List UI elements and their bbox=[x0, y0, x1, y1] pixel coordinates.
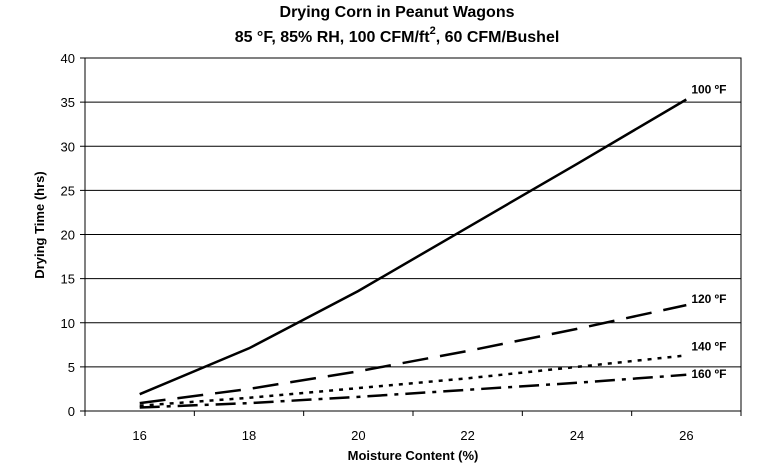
x-tick-label: 16 bbox=[132, 428, 146, 443]
series-label-120: 120 ºF bbox=[691, 292, 726, 306]
y-axis: 0 5 10 15 20 25 30 35 40 bbox=[61, 51, 85, 419]
y-axis-title: Drying Time (hrs) bbox=[32, 171, 47, 278]
y-tick-label: 20 bbox=[61, 228, 75, 243]
series-line-100 bbox=[139, 98, 687, 396]
series-label-160: 160 ºF bbox=[691, 367, 726, 381]
series-labels: 100 ºF 120 ºF 140 ºF 160 ºF bbox=[691, 82, 726, 380]
x-tick-label: 24 bbox=[570, 428, 584, 443]
y-tick-label: 40 bbox=[61, 51, 75, 66]
gridlines bbox=[85, 101, 741, 368]
chart-subtitle-main: 85 °F, 85% RH, 100 CFM/ft bbox=[235, 29, 431, 46]
series-group bbox=[139, 98, 687, 409]
y-tick-label: 10 bbox=[61, 316, 75, 331]
series-line-120 bbox=[139, 303, 687, 405]
chart-subtitle-rest: , 60 CFM/Bushel bbox=[436, 29, 560, 46]
series-label-140: 140 ºF bbox=[691, 339, 726, 353]
y-tick-label: 15 bbox=[61, 272, 75, 287]
x-axis-title: Moisture Content (%) bbox=[348, 448, 479, 463]
chart-title: Drying Corn in Peanut Wagons bbox=[280, 4, 515, 21]
x-tick-label: 20 bbox=[351, 428, 365, 443]
series-label-100: 100 ºF bbox=[691, 82, 726, 96]
x-axis: 16 18 20 22 24 26 bbox=[84, 411, 742, 443]
y-tick-label: 0 bbox=[68, 404, 75, 419]
y-tick-label: 5 bbox=[68, 360, 75, 375]
series-line-140 bbox=[139, 354, 687, 407]
x-tick-label: 22 bbox=[460, 428, 474, 443]
y-tick-label: 30 bbox=[61, 139, 75, 154]
series-line-160 bbox=[139, 373, 687, 409]
chart-subtitle: 85 °F, 85% RH, 100 CFM/ft2, 60 CFM/Bushe… bbox=[235, 25, 560, 46]
x-tick-label: 18 bbox=[242, 428, 256, 443]
x-tick-label: 26 bbox=[679, 428, 693, 443]
chart-subtitle-superscript: 2 bbox=[430, 25, 436, 37]
y-tick-label: 25 bbox=[61, 183, 75, 198]
y-tick-label: 35 bbox=[61, 95, 75, 110]
